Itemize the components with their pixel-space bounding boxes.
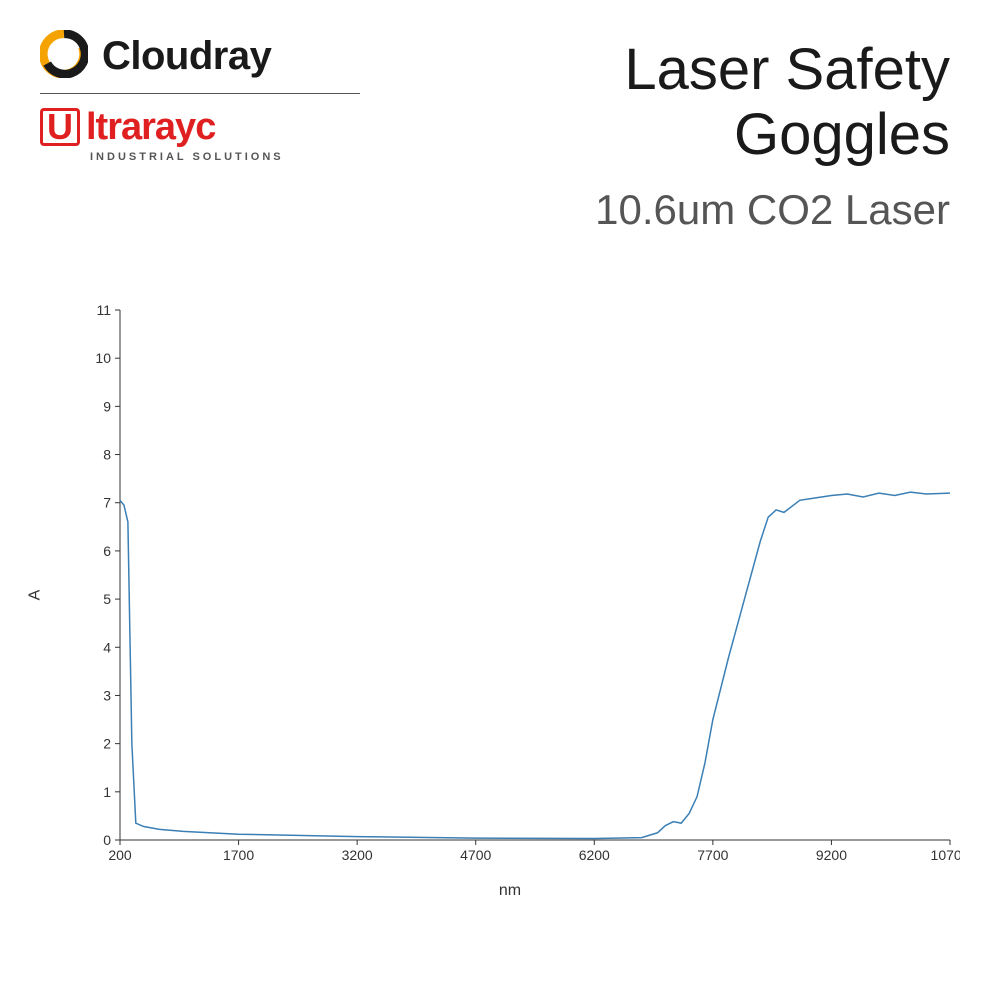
svg-text:4700: 4700 [460,847,491,863]
svg-text:0: 0 [103,832,111,848]
svg-text:2: 2 [103,736,111,752]
svg-text:6: 6 [103,543,111,559]
cloudray-icon [40,30,88,83]
spectrum-chart: A 01234567891011200170032004700620077009… [60,300,960,890]
svg-text:1700: 1700 [223,847,254,863]
subtitle: 10.6um CO2 Laser [595,186,950,234]
svg-text:3: 3 [103,687,111,703]
svg-text:200: 200 [108,847,132,863]
svg-text:4: 4 [103,639,111,655]
brand-logos: Cloudray U ltrarayc INDUSTRIAL SOLUTIONS [40,30,360,163]
svg-text:11: 11 [96,302,111,318]
x-axis-label: nm [499,882,521,900]
svg-text:1: 1 [103,784,111,800]
svg-text:7700: 7700 [697,847,728,863]
chart-svg: 0 1 2 3 4 5 6 7 8 9 10 11 200 1700 3200 4700 6200 7700 920… [60,300,960,890]
ultrarayc-u: U [40,108,80,146]
svg-text:9200: 9200 [816,847,847,863]
svg-text:3200: 3200 [342,847,373,863]
svg-text:6200: 6200 [579,847,610,863]
title-line-1: Laser Safety [595,38,950,103]
y-axis-label: A [26,590,44,601]
cloudray-logo: Cloudray [40,30,360,83]
logo-divider [40,93,360,94]
cloudray-text: Cloudray [102,34,271,79]
title-line-2: Goggles [595,103,950,168]
ultrarayc-text: ltrarayc [86,106,215,149]
page-titles: Laser Safety Goggles 10.6um CO2 Laser [595,38,950,234]
svg-text:9: 9 [103,398,111,414]
svg-text:10700: 10700 [931,847,960,863]
ultrarayc-logo: U ltrarayc INDUSTRIAL SOLUTIONS [40,106,360,163]
ultrarayc-subtitle: INDUSTRIAL SOLUTIONS [90,151,360,163]
svg-text:7: 7 [103,495,111,511]
svg-text:10: 10 [95,350,111,366]
svg-text:5: 5 [103,591,111,607]
svg-text:8: 8 [103,447,111,463]
